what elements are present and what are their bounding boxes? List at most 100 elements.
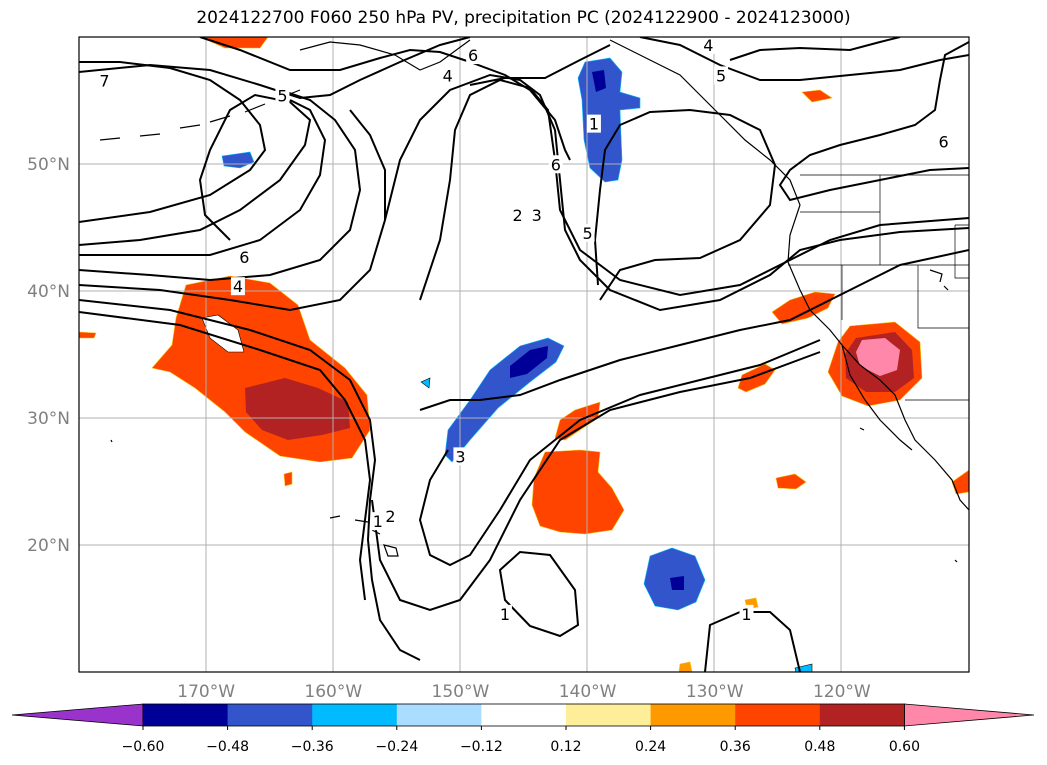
longitude-tick-label: 140°W xyxy=(559,682,617,702)
precip-area-mexico xyxy=(951,469,969,495)
pv-contour-2-central xyxy=(419,78,969,301)
map-title: 2024122700 F060 250 hPa PV, precipitatio… xyxy=(196,8,851,28)
colorbar xyxy=(11,703,1035,727)
pv-contour-label-bg xyxy=(714,66,729,85)
pv-contour-5-ne xyxy=(729,37,901,61)
pv-contour-2-south xyxy=(371,351,821,612)
latitude-tick-label: 50°N xyxy=(27,155,70,175)
pv-contour-6-ne xyxy=(778,41,969,202)
pv-contour-1-se xyxy=(704,611,801,672)
pv-contour-label: 6 xyxy=(938,132,948,151)
precip-area-small-sw xyxy=(775,473,807,490)
pv-contour-1-south xyxy=(498,550,580,638)
precip-neg-central xyxy=(444,337,565,463)
colorbar-segment xyxy=(227,704,313,726)
pv-contour-label: 4 xyxy=(443,66,453,85)
precip-neg-central-core xyxy=(510,346,548,378)
latitude-tick-label: 30°N xyxy=(27,409,70,429)
pv-contour-label-bg xyxy=(230,277,245,296)
coast-aleutians xyxy=(99,89,301,141)
pv-contour-1-west xyxy=(79,311,372,601)
pv-contour-1-central xyxy=(593,108,777,301)
longitude-tick-label: 160°W xyxy=(304,682,362,702)
pv-contour-label-bg xyxy=(440,66,455,85)
map-frame xyxy=(78,36,970,673)
pv-contour-6-west xyxy=(79,61,267,223)
precip-negative-shading xyxy=(221,57,813,672)
pv-contour-5-west xyxy=(79,99,327,256)
pv-contour-loop-bottom xyxy=(419,249,969,411)
colorbar-tick-label: 0.24 xyxy=(635,739,666,755)
colorbar-tick-label: −0.24 xyxy=(375,739,418,755)
coast-baja xyxy=(841,344,913,451)
pv-contour-label-bg xyxy=(586,114,601,133)
colorbar-frame xyxy=(142,703,905,727)
precip-neg-small xyxy=(420,377,431,389)
latitude-tick-labels: 50°N 40°N 30°N 20°N xyxy=(27,155,70,556)
precip-area-ne xyxy=(801,89,833,103)
pv-contour-label: 4 xyxy=(703,36,713,55)
pv-contour-label: 7 xyxy=(99,71,109,90)
pv-contour-3-west xyxy=(79,109,386,312)
pv-contour-label-bg xyxy=(936,132,951,151)
pv-contours xyxy=(79,37,969,672)
colorbar-tick-label: −0.36 xyxy=(291,739,334,755)
colorbar-segment xyxy=(312,704,398,726)
coast-hawaii xyxy=(329,515,399,557)
colorbar-segment xyxy=(566,704,652,726)
precip-neg-gulf xyxy=(577,57,641,183)
longitude-tick-label: 120°W xyxy=(813,682,871,702)
pv-contour-4-west xyxy=(79,89,362,282)
precip-area-nw-top xyxy=(199,37,269,49)
latitude-tick-label: 40°N xyxy=(27,282,70,302)
pv-contour-label-bg xyxy=(548,155,563,174)
pv-contour-label: 2 xyxy=(513,206,523,225)
pv-contour-label-bg xyxy=(370,512,385,531)
precip-small-south2 xyxy=(678,661,693,672)
longitude-tick-label: 130°W xyxy=(686,682,744,702)
pv-contour-2-west xyxy=(79,299,421,661)
colorbar-segment xyxy=(650,704,736,726)
colorbar-tick-label: −0.60 xyxy=(122,739,165,755)
pv-contour-label: 5 xyxy=(716,66,726,85)
pv-contour-label: 1 xyxy=(589,115,599,134)
colorbar-tick-label: 0.36 xyxy=(720,739,751,755)
pv-contour-label: 3 xyxy=(532,206,542,225)
pv-contour-6-north xyxy=(199,37,571,161)
precip-neg-gulf-core xyxy=(592,70,606,92)
longitude-tick-labels: 170°W 160°W 150°W 140°W 130°W 120°W xyxy=(177,682,871,702)
pv-contour-label-bg xyxy=(497,604,512,623)
colorbar-tick-label: 0.12 xyxy=(550,739,581,755)
pv-contour-label-bg xyxy=(510,206,525,225)
map-gridlines xyxy=(79,37,969,672)
colorbar-segment xyxy=(819,704,905,726)
pv-contour-label: 3 xyxy=(455,447,465,466)
pv-contour-label: 5 xyxy=(582,224,592,243)
colorbar-extend-high xyxy=(904,703,1035,727)
precip-area-california-n xyxy=(771,291,836,325)
latitude-tick-label: 20°N xyxy=(27,536,70,556)
pv-contour-label: 6 xyxy=(239,248,249,267)
pv-contour-3-central xyxy=(384,73,969,312)
pv-contour-label: 4 xyxy=(233,277,243,296)
precip-edge-west xyxy=(79,331,97,339)
precip-area-central xyxy=(531,449,625,535)
colorbar-segment xyxy=(735,704,821,726)
longitude-tick-label: 170°W xyxy=(177,682,235,702)
pv-contour-label: 1 xyxy=(741,605,751,624)
precip-neg-south-core xyxy=(670,576,684,590)
colorbar-segment xyxy=(481,704,567,726)
coast-islands xyxy=(110,269,958,563)
colorbar-extend-low xyxy=(11,703,144,727)
pv-contour-5-inner xyxy=(79,93,312,246)
pv-contour-label-bg xyxy=(739,604,754,623)
pv-contour-upper-mid xyxy=(469,37,969,86)
pv-contour-label-bg xyxy=(237,247,252,266)
pv-contour-3-south xyxy=(418,339,821,567)
precip-core-west xyxy=(245,378,350,440)
pv-contour-label: 5 xyxy=(277,87,287,106)
pv-contour-label-bg xyxy=(701,37,716,54)
